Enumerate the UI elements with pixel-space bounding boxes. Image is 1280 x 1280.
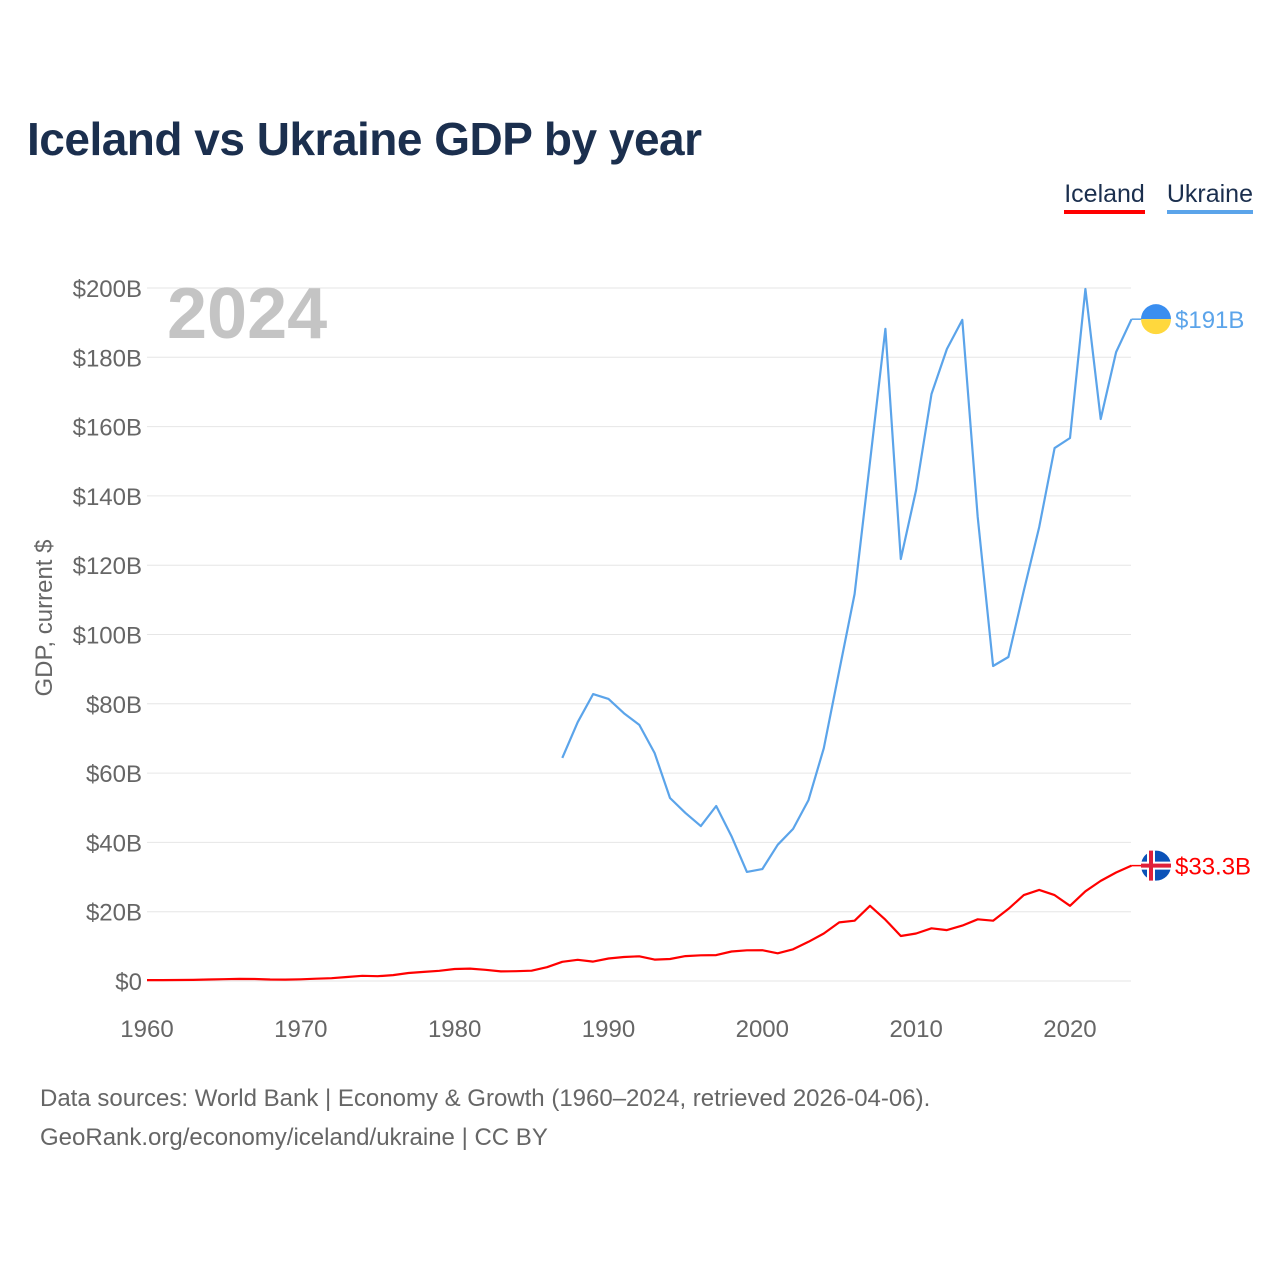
legend: Iceland Ukraine	[1064, 180, 1253, 214]
y-axis-label: GDP, current $	[31, 540, 58, 697]
x-tick-label: 1960	[120, 1016, 173, 1043]
x-tick-label: 1990	[582, 1016, 635, 1043]
x-tick-label: 1970	[274, 1016, 327, 1043]
iceland-flag-cross	[1149, 850, 1153, 881]
source-line-1: Data sources: World Bank | Economy & Gro…	[40, 1085, 931, 1112]
y-tick-label: $80B	[86, 692, 142, 719]
year-label: 2024	[167, 274, 327, 354]
legend-ukraine[interactable]: Ukraine	[1166, 180, 1253, 214]
end-value-label-ukraine: $191B	[1175, 307, 1244, 334]
x-tick-label: 2010	[889, 1016, 942, 1043]
y-tick-label: $20B	[86, 900, 142, 927]
iceland-flag-cross	[1141, 863, 1171, 868]
legend-iceland[interactable]: Iceland	[1064, 180, 1145, 214]
y-tick-label: $100B	[73, 623, 142, 650]
ukraine-flag-icon-top	[1141, 304, 1171, 320]
series-line-iceland	[147, 864, 1132, 982]
x-tick-label: 2000	[736, 1016, 789, 1043]
series-line-ukraine	[561, 287, 1133, 874]
y-tick-label: $120B	[73, 553, 142, 580]
x-tick-label: 2020	[1043, 1016, 1096, 1043]
y-tick-label: $180B	[73, 345, 142, 372]
x-tick-label: 1980	[428, 1016, 481, 1043]
y-tick-label: $200B	[73, 276, 142, 303]
y-tick-label: $60B	[86, 761, 142, 788]
y-tick-label: $0	[115, 969, 142, 996]
y-tick-label: $40B	[86, 830, 142, 857]
end-value-label-iceland: $33.3B	[1175, 854, 1251, 881]
ukraine-flag-icon-bottom	[1141, 319, 1171, 335]
y-tick-label: $160B	[73, 415, 142, 442]
source-line-2[interactable]: GeoRank.org/economy/iceland/ukraine | CC…	[40, 1124, 548, 1151]
chart-title: Iceland vs Ukraine GDP by year	[27, 113, 702, 165]
y-tick-label: $140B	[73, 484, 142, 511]
